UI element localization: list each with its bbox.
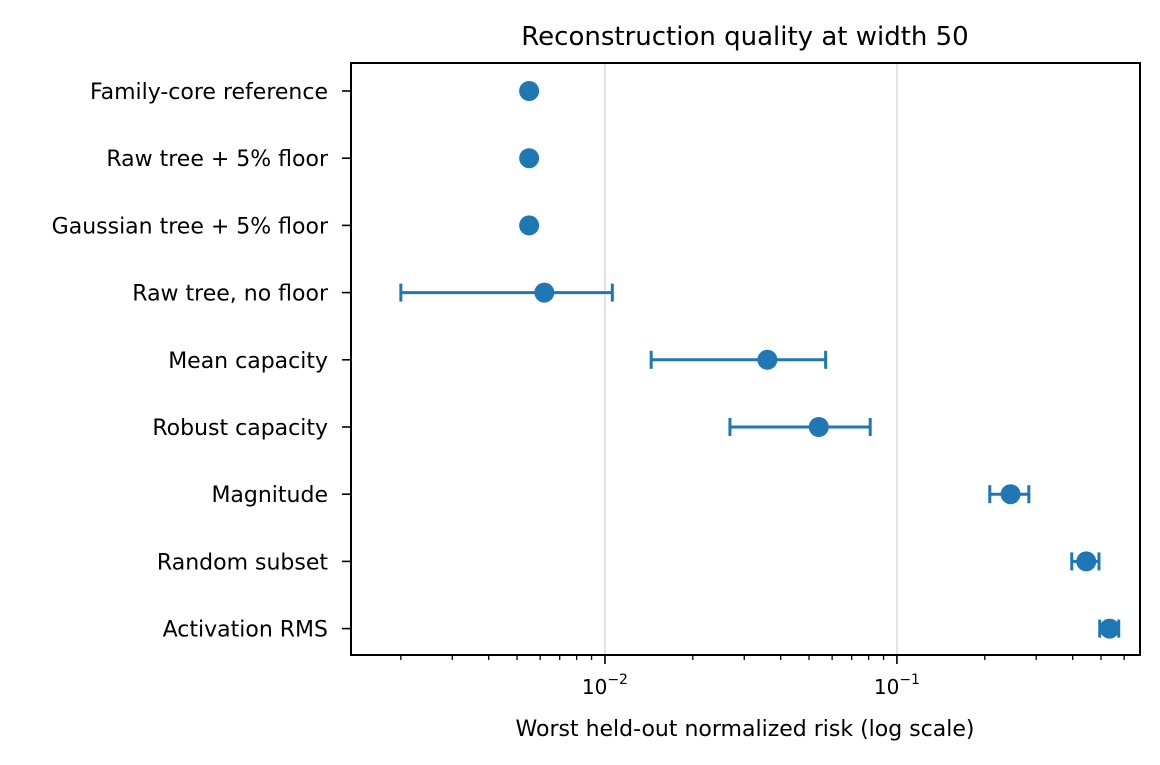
- data-point: [757, 349, 778, 370]
- y-tick-label: Magnitude: [211, 483, 328, 508]
- data-point: [534, 282, 555, 303]
- data-point: [1076, 551, 1097, 572]
- y-tick-label: Robust capacity: [152, 416, 328, 441]
- x-axis-label: Worst held-out normalized risk (log scal…: [516, 717, 975, 742]
- data-points: [519, 81, 1120, 639]
- data-point: [519, 81, 540, 101]
- x-tick-label: 10−2: [582, 672, 628, 699]
- data-point: [519, 215, 540, 236]
- y-tick-label: Random subset: [157, 550, 328, 575]
- y-tick-label: Activation RMS: [163, 618, 328, 643]
- chart-title: Reconstruction quality at width 50: [521, 22, 968, 52]
- y-tick-label: Mean capacity: [168, 349, 328, 374]
- y-tick-label: Raw tree, no floor: [132, 282, 329, 307]
- gridlines: [603, 63, 898, 655]
- data-point: [519, 148, 540, 169]
- error-bars: [399, 283, 1121, 638]
- y-tick-label: Gaussian tree + 5% floor: [52, 214, 329, 239]
- data-point: [1099, 618, 1120, 639]
- x-ticks: 10−2 10−1: [582, 655, 920, 699]
- data-point: [808, 417, 829, 437]
- plot-frame: [350, 62, 1141, 656]
- x-tick-label: 10−1: [874, 672, 920, 699]
- y-tick-label: Family-core reference: [90, 80, 328, 105]
- data-point: [1000, 484, 1021, 505]
- y-tick-label: Raw tree + 5% floor: [106, 147, 329, 172]
- y-axis-labels: Family-core reference Raw tree + 5% floor…: [52, 80, 351, 643]
